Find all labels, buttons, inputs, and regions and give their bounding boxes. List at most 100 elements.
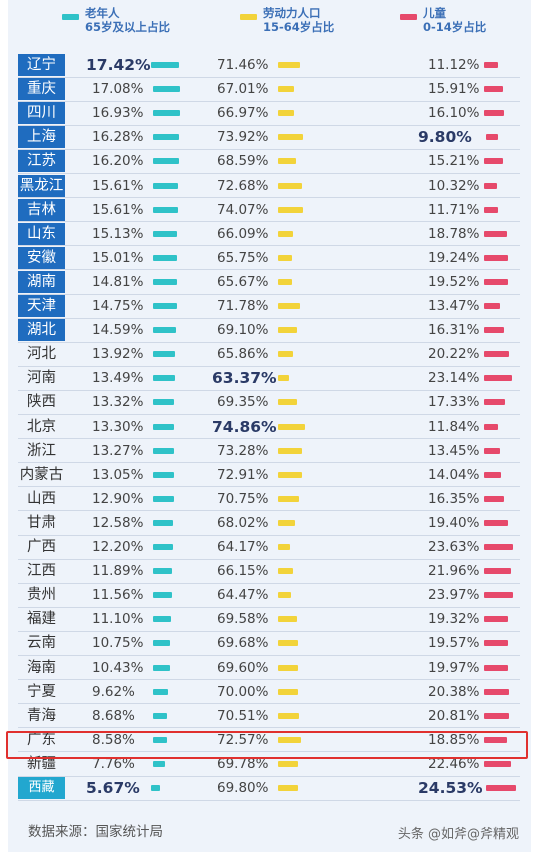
labor-bar — [278, 351, 293, 358]
labor-bar — [278, 230, 293, 237]
elderly-value: 13.30% — [92, 418, 144, 435]
children-bar — [484, 640, 508, 647]
labor-value: 65.75% — [217, 249, 269, 266]
row-separator — [18, 148, 520, 150]
region-label: 重庆 — [18, 78, 65, 101]
table-row: 黑龙江 15.61% 72.68% 10.32% — [0, 174, 539, 198]
elderly-bar — [151, 785, 161, 791]
table-row: 吉林 15.61% 74.07% 11.71% — [0, 198, 539, 222]
region-label: 河南 — [27, 370, 56, 387]
table-row: 湖北 14.59% 69.10% 16.31% — [0, 318, 539, 342]
table-row: 北京 13.30% 74.86% 11.84% — [0, 415, 539, 439]
legend-swatch-children — [400, 14, 417, 20]
region-label: 北京 — [27, 418, 56, 435]
elderly-bar — [153, 568, 173, 575]
labor-bar — [278, 158, 297, 165]
children-value: 11.71% — [428, 201, 480, 218]
region-label: 辽宁 — [18, 54, 65, 76]
labor-value: 69.78% — [217, 755, 269, 772]
region-label: 安徽 — [18, 246, 65, 269]
labor-value: 71.46% — [217, 57, 269, 73]
row-separator — [18, 510, 520, 512]
labor-value: 68.59% — [217, 153, 269, 170]
children-bar — [484, 375, 513, 382]
table-row: 海南 10.43% 69.60% 19.97% — [0, 656, 539, 680]
region-label: 吉林 — [18, 198, 65, 221]
highlight-box — [6, 731, 528, 759]
children-bar — [484, 568, 511, 575]
labor-bar — [278, 447, 303, 454]
children-bar — [484, 495, 504, 502]
children-value: 15.91% — [428, 81, 480, 98]
labor-bar — [278, 278, 293, 285]
table-row: 甘肃 12.58% 68.02% 19.40% — [0, 511, 539, 535]
children-value: 18.85% — [428, 731, 480, 748]
region-label: 黑龙江 — [18, 174, 65, 197]
table-row: 陕西 13.32% 69.35% 17.33% — [0, 390, 539, 414]
elderly-bar — [153, 664, 170, 671]
legend-labor-line2: 15-64岁占比 — [263, 20, 335, 34]
elderly-value: 15.01% — [92, 249, 144, 266]
elderly-value: 10.43% — [92, 659, 144, 676]
children-value: 9.80% — [418, 128, 472, 147]
elderly-bar — [153, 471, 174, 478]
legend-elderly: 老年人 65岁及以上占比 — [62, 6, 182, 42]
children-value: 18.78% — [428, 225, 480, 242]
elderly-value: 17.08% — [92, 81, 144, 98]
elderly-bar — [153, 134, 180, 141]
labor-value: 74.07% — [217, 201, 269, 218]
labor-bar — [278, 206, 304, 213]
elderly-bar — [153, 423, 175, 430]
labor-value: 65.67% — [217, 273, 269, 290]
table-row: 安徽 15.01% 65.75% 19.24% — [0, 246, 539, 270]
labor-value: 73.28% — [217, 442, 269, 459]
region-label: 贵州 — [27, 587, 56, 604]
row-separator — [18, 221, 520, 223]
labor-bar — [278, 592, 291, 599]
children-bar — [484, 278, 508, 285]
table-row: 四川 16.93% 66.97% 16.10% — [0, 101, 539, 125]
legend-elderly-line2: 65岁及以上占比 — [85, 20, 171, 34]
children-value: 23.63% — [428, 539, 480, 555]
elderly-bar — [153, 86, 181, 93]
elderly-bar — [153, 712, 167, 719]
legend-swatch-elderly — [62, 14, 79, 20]
table-row: 云南 10.75% 69.68% 19.57% — [0, 631, 539, 655]
elderly-bar — [153, 230, 178, 237]
labor-bar — [278, 760, 298, 767]
elderly-value: 13.92% — [92, 346, 144, 363]
region-label: 陕西 — [27, 394, 56, 411]
children-value: 16.31% — [428, 322, 480, 339]
elderly-value: 16.28% — [92, 129, 144, 146]
row-separator — [18, 462, 520, 464]
table-row: 广东 8.58% 72.57% 18.85% — [0, 728, 539, 752]
children-value: 16.35% — [428, 490, 480, 507]
elderly-bar — [153, 760, 166, 767]
row-separator — [18, 751, 520, 753]
elderly-bar — [153, 592, 172, 599]
region-label: 云南 — [27, 635, 56, 652]
labor-bar — [278, 640, 298, 647]
children-value: 19.40% — [428, 514, 480, 531]
row-separator — [18, 727, 520, 729]
row-separator — [18, 534, 520, 536]
table-row: 山东 15.13% 66.09% 18.78% — [0, 222, 539, 246]
children-bar — [484, 86, 504, 93]
elderly-value: 11.56% — [92, 587, 144, 604]
labor-bar — [278, 62, 300, 68]
row-separator — [18, 582, 520, 584]
table-row: 新疆 7.76% 69.78% 22.46% — [0, 752, 539, 776]
table-row: 河北 13.92% 65.86% 20.22% — [0, 342, 539, 366]
children-value: 11.12% — [428, 57, 480, 73]
children-bar — [484, 760, 512, 767]
labor-bar — [278, 616, 298, 623]
elderly-bar — [153, 640, 171, 647]
elderly-bar — [153, 688, 169, 695]
row-separator — [18, 558, 520, 560]
children-bar — [484, 399, 506, 406]
labor-value: 71.78% — [217, 298, 269, 314]
region-label: 上海 — [18, 126, 65, 149]
elderly-value: 16.93% — [92, 105, 144, 122]
row-separator — [18, 317, 520, 319]
